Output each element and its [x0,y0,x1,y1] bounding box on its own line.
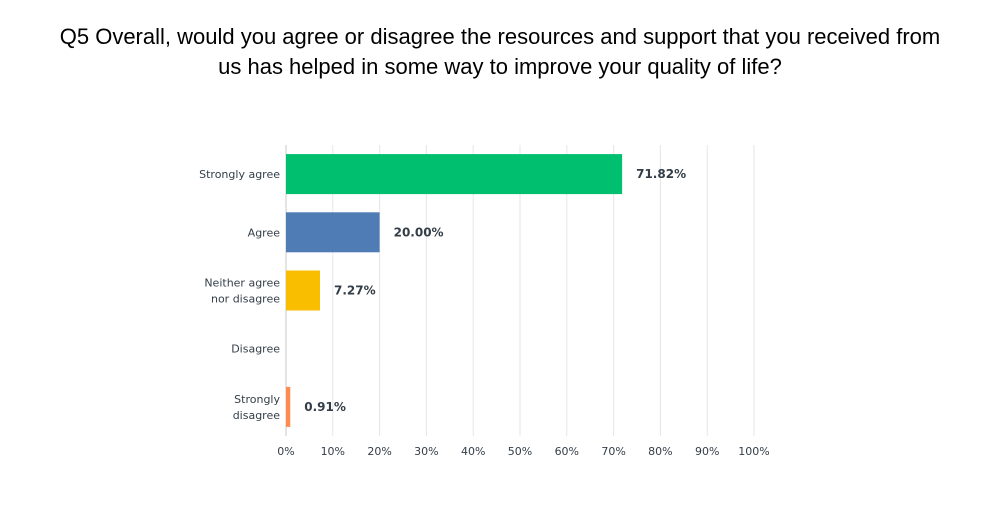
x-tick-label: 40% [461,445,485,458]
x-tick-label: 0% [277,445,294,458]
bar [286,270,321,311]
bar [286,386,291,427]
category-label: Neither agree [204,277,280,290]
x-tick-label: 90% [695,445,719,458]
bar [286,212,380,253]
x-tick-label: 10% [321,445,345,458]
x-tick-label: 80% [648,445,672,458]
category-label: Strongly [234,393,280,406]
category-label: Agree [248,226,281,239]
x-tick-label: 30% [414,445,438,458]
data-label: 0.91% [304,400,346,414]
chart-title-line-2: us has helped in some way to improve you… [218,54,782,79]
category-label: Strongly agree [199,168,280,181]
category-label: Disagree [231,343,280,356]
chart-title-line-1: Q5 Overall, would you agree or disagree … [59,24,941,49]
x-tick-label: 60% [555,445,579,458]
category-label: nor disagree [211,293,280,306]
data-label: 7.27% [334,284,376,298]
bar [286,154,623,195]
x-tick-label: 50% [508,445,532,458]
category-label: disagree [233,409,281,422]
data-label: 71.82% [636,167,686,181]
x-tick-label: 20% [367,445,391,458]
x-tick-label: 100% [738,445,769,458]
data-label: 20.00% [394,225,444,239]
chart-title: Q5 Overall, would you agree or disagree … [0,22,1000,82]
x-tick-label: 70% [601,445,625,458]
